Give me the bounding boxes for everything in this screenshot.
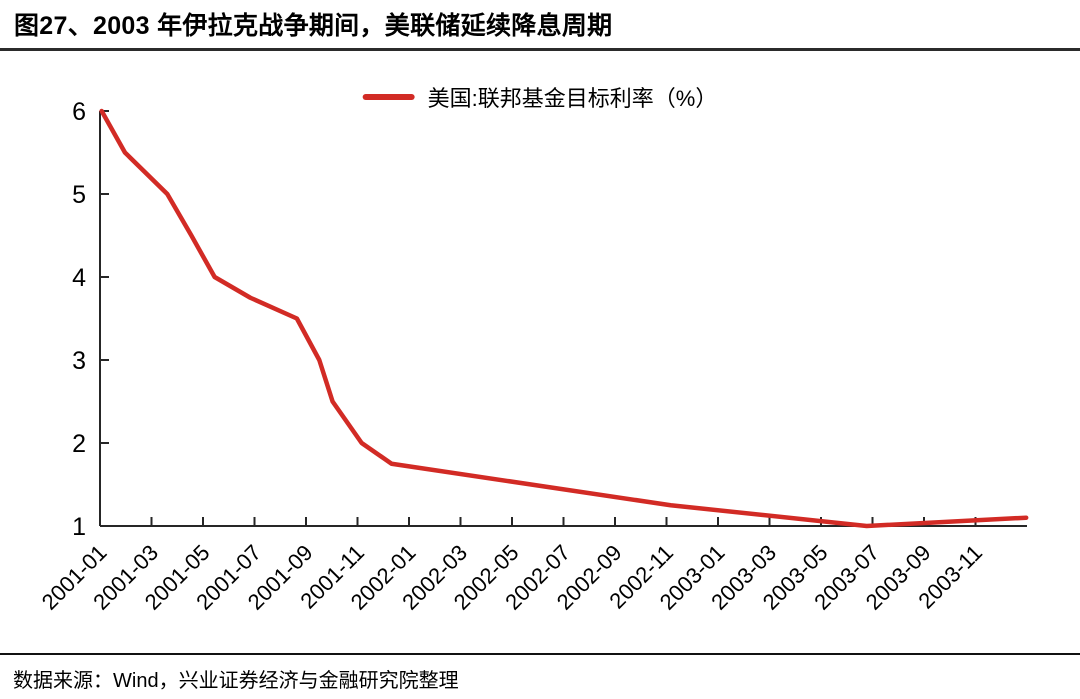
figure-title: 图27、2003 年伊拉克战争期间，美联储延续降息周期 xyxy=(14,12,613,40)
y-tick-label: 3 xyxy=(72,347,86,375)
legend-line-marker xyxy=(362,94,415,100)
y-tick-label: 1 xyxy=(72,513,86,541)
line-chart-canvas: 1234562001-012001-032001-052001-072001-0… xyxy=(37,98,1029,615)
y-tick-label: 2 xyxy=(72,430,86,458)
chart-legend: 美国:联邦基金目标利率（%） xyxy=(362,81,718,113)
data-source-note: 数据来源：Wind，兴业证券经济与金融研究院整理 xyxy=(13,670,459,692)
y-tick-label: 5 xyxy=(72,181,86,209)
footer-divider xyxy=(0,653,1080,655)
title-underline xyxy=(0,48,1080,51)
y-tick-label: 4 xyxy=(72,264,86,292)
legend-series-label: 美国:联邦基金目标利率（%） xyxy=(427,86,718,111)
series-line xyxy=(99,108,1029,529)
y-tick-label: 6 xyxy=(72,98,86,126)
chart-area: 1 2 3 4 5 6 2001-01 2001-03 2001-05 2001-07 2001-0… xyxy=(0,51,1080,653)
